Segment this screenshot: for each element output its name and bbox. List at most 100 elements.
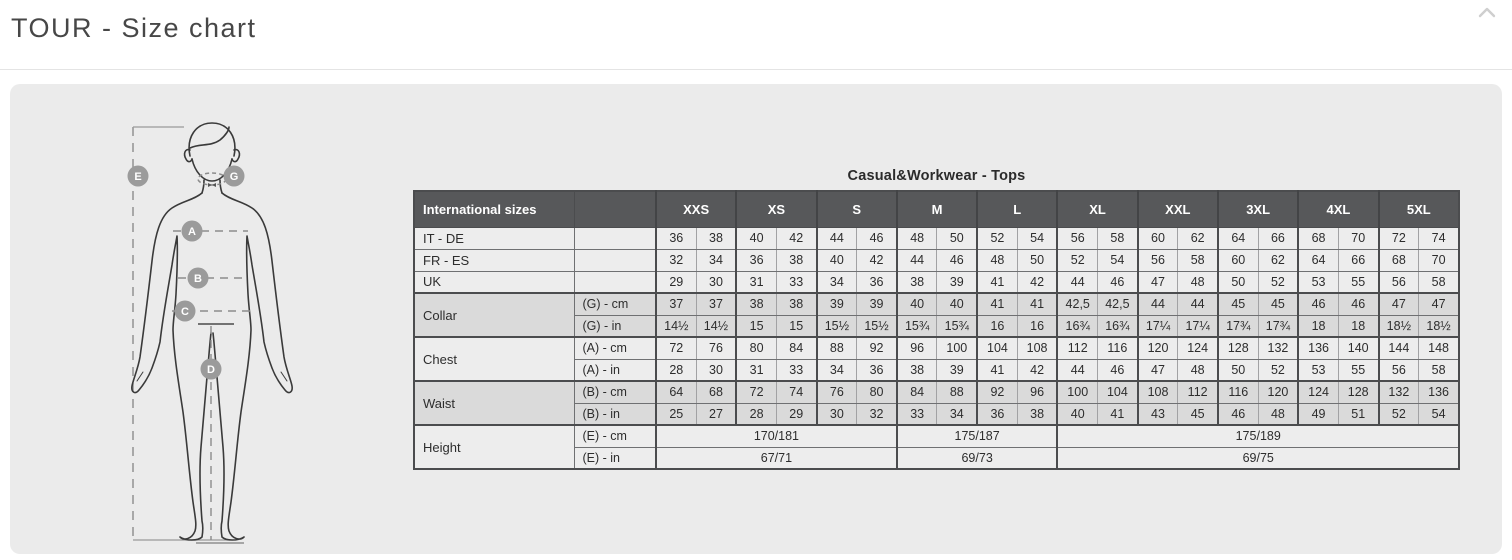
size-cell: 144 [1377, 336, 1420, 360]
size-cell: 64 [654, 380, 697, 404]
size-cell: 42 [1016, 270, 1058, 294]
label-chest: A [188, 226, 196, 238]
size-cell: 45 [1257, 292, 1299, 316]
size-cell: 54 [1097, 248, 1139, 272]
size-cell: 29 [775, 402, 818, 426]
header-size-m: M [895, 190, 978, 228]
size-cell: 148 [1418, 336, 1460, 360]
size-cell: 46 [1097, 270, 1139, 294]
row-label: Chest [413, 336, 575, 382]
size-cell: 33 [775, 270, 818, 294]
size-cell: 15¾ [895, 314, 938, 338]
size-cell: 18½ [1418, 314, 1460, 338]
size-cell: 60 [1136, 226, 1179, 250]
size-cell: 17¾ [1257, 314, 1299, 338]
size-cell: 104 [1097, 380, 1139, 404]
size-cell: 100 [936, 336, 978, 360]
size-cell: 15¾ [936, 314, 978, 338]
size-cell: 14½ [695, 314, 737, 338]
size-cell: 53 [1297, 358, 1339, 382]
size-cell: 32 [856, 402, 898, 426]
page-title: TOUR - Size chart [11, 13, 257, 43]
size-cell: 53 [1297, 270, 1339, 294]
size-cell: 170/181 [655, 424, 898, 448]
size-cell: 38 [1016, 402, 1058, 426]
size-cell: 40 [1056, 402, 1099, 426]
size-cell: 66 [1337, 248, 1380, 272]
header-size-3xl: 3XL [1216, 190, 1299, 228]
size-cell: 54 [1016, 226, 1058, 250]
size-cell: 44 [1056, 270, 1099, 294]
size-cell: 42,5 [1056, 292, 1099, 316]
size-cell: 38 [895, 270, 938, 294]
table-title: Casual&Workwear - Tops [847, 168, 1026, 184]
size-cell: 55 [1337, 270, 1380, 294]
body-outline [131, 122, 293, 541]
size-cell: 51 [1337, 402, 1380, 426]
size-cell: 80 [856, 380, 898, 404]
size-cell: 108 [1136, 380, 1179, 404]
size-cell: 84 [775, 336, 818, 360]
size-cell: 47 [1418, 292, 1460, 316]
size-cell: 38 [775, 292, 818, 316]
chevron-up-icon[interactable] [1478, 6, 1496, 20]
size-table: International sizes XXS XS S M L XL XXL 3XL 4XL 5X… [413, 190, 1460, 470]
size-cell: 88 [815, 336, 858, 360]
size-cell: 116 [1216, 380, 1259, 404]
size-cell: 136 [1297, 336, 1339, 360]
size-cell: 120 [1257, 380, 1299, 404]
table-row: Chest (A) - cm 72 76 80 84 88 92 96 100 104 108 112 1… [413, 336, 1460, 382]
header-empty-cell [573, 190, 657, 228]
header-size-xxl: XXL [1136, 190, 1219, 228]
size-cell: 112 [1056, 336, 1099, 360]
size-cell: 108 [1016, 336, 1058, 360]
size-cell: 76 [695, 336, 737, 360]
header-size-xl: XL [1056, 190, 1139, 228]
size-cell: 112 [1177, 380, 1219, 404]
size-cell: 17¼ [1177, 314, 1219, 338]
row-sublabel: (A) - in [573, 358, 657, 382]
size-cell: 96 [1016, 380, 1058, 404]
size-cell: 62 [1257, 248, 1299, 272]
size-cell: 36 [735, 248, 777, 272]
size-cell: 32 [654, 248, 697, 272]
size-cell: 44 [1056, 358, 1099, 382]
size-cell: 56 [1056, 226, 1099, 250]
size-cell: 38 [735, 292, 777, 316]
size-cell: 18½ [1377, 314, 1420, 338]
size-cell: 45 [1216, 292, 1259, 316]
size-cell: 44 [895, 248, 938, 272]
size-cell: 50 [936, 226, 978, 250]
label-height: E [134, 171, 141, 183]
size-cell: 104 [976, 336, 1018, 360]
size-cell: 68 [1377, 248, 1420, 272]
size-cell: 52 [1257, 358, 1299, 382]
row-label: Collar [413, 292, 575, 338]
size-cell: 29 [654, 270, 697, 294]
row-sublabel: (B) - in [573, 402, 657, 426]
size-cell: 92 [856, 336, 898, 360]
top-divider [0, 69, 1512, 70]
size-cell: 132 [1377, 380, 1420, 404]
size-cell: 46 [1337, 292, 1380, 316]
table-row: (E) - in 67/71 69/73 69/75 [414, 446, 1460, 470]
size-cell: 68 [695, 380, 737, 404]
header-size-xxs: XXS [654, 190, 737, 228]
size-cell: 42 [1016, 358, 1058, 382]
size-cell: 50 [1216, 270, 1259, 294]
size-cell: 41 [1016, 292, 1058, 316]
size-cell: 48 [1177, 358, 1219, 382]
row-sublabel: (E) - in [573, 446, 657, 470]
size-cell: 68 [1297, 226, 1339, 250]
size-cell: 46 [1297, 292, 1339, 316]
size-cell: 49 [1297, 402, 1339, 426]
size-cell: 31 [735, 270, 777, 294]
size-cell: 18 [1297, 314, 1339, 338]
size-cell: 96 [895, 336, 938, 360]
size-cell: 44 [815, 226, 858, 250]
size-cell: 56 [1377, 358, 1420, 382]
size-cell: 34 [695, 248, 737, 272]
size-cell: 31 [735, 358, 777, 382]
size-cell: 76 [815, 380, 858, 404]
table-row: Height (E) - cm 170/181 175/187 175/189 [413, 424, 1460, 470]
